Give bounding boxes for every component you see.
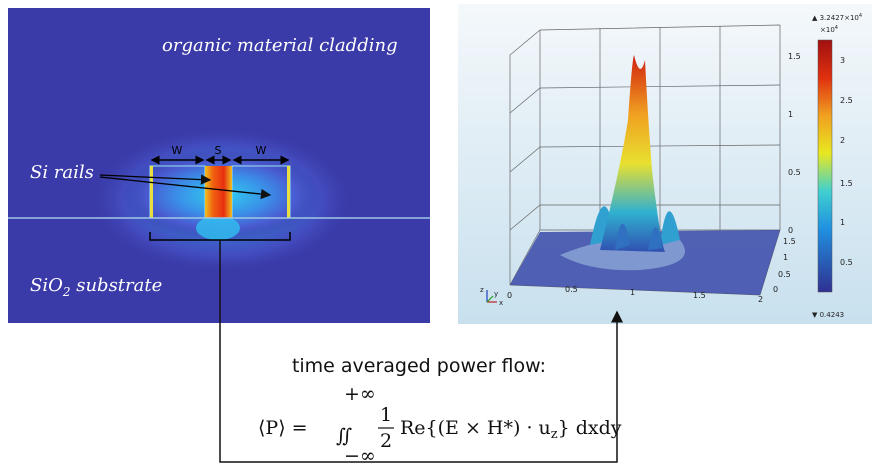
rails-label: Si rails — [30, 162, 94, 183]
text-part: Re{(E × H*) · u — [400, 417, 551, 439]
dimension-label: S — [215, 144, 222, 157]
shape — [99, 176, 272, 200]
x-tick: 1.5 — [693, 291, 706, 300]
equation: ⟨P⟩ = ∬ +∞ −∞ 1 2 Re{(E × H*) · uz} dxdy — [258, 383, 622, 466]
power-flow-3d-panel: 1.5 1 0.5 0 1.5 1 0.5 0 0 0.5 1 1.5 2 z … — [458, 4, 872, 324]
y-tick: 1.5 — [783, 237, 796, 246]
lower-limit: −∞ — [344, 445, 376, 466]
colorbar-tick: 2.5 — [840, 96, 853, 105]
colorbar-multiplier: ×104 — [820, 25, 838, 34]
colorbar-tick: 3 — [840, 56, 845, 65]
x-tick: 2 — [758, 295, 763, 304]
y-tick: 0 — [773, 285, 778, 294]
shape — [817, 39, 833, 293]
colorbar-max: ▲ 3.2427×104 — [812, 13, 862, 22]
shape — [150, 166, 153, 218]
fraction-denominator: 2 — [380, 430, 392, 452]
colorbar-tick: 2 — [840, 136, 845, 145]
z-tick: 1 — [788, 110, 793, 119]
substrate-label: SiO2 substrate — [30, 275, 162, 299]
equation-lhs: ⟨P⟩ = — [258, 417, 308, 439]
text-part: ×10 — [820, 26, 835, 34]
text-part: ▲ 3.2427×10 — [812, 14, 859, 22]
colorbar-tick: 1 — [840, 218, 845, 227]
axis-label: x — [499, 299, 503, 307]
cross-section-panel: W S W organic material cladding Si rails… — [8, 8, 430, 323]
shape — [509, 29, 541, 285]
shape — [287, 166, 290, 218]
integral-sign: ∬ — [336, 425, 352, 447]
colorbar-tick: 0.5 — [840, 258, 853, 267]
dimension-label: W — [172, 144, 183, 157]
shape — [599, 26, 721, 230]
shape — [600, 55, 665, 252]
y-tick: 0.5 — [778, 270, 791, 279]
shape — [615, 223, 662, 250]
x-tick: 1 — [630, 288, 635, 297]
caption-title: time averaged power flow: — [292, 355, 546, 377]
text-part: 4 — [859, 13, 862, 19]
shape — [196, 216, 240, 240]
z-tick: 1.5 — [788, 52, 801, 61]
y-tick: 1 — [783, 253, 788, 262]
text-part: z — [551, 427, 558, 442]
x-tick: 0.5 — [565, 285, 578, 294]
shape — [509, 84, 781, 231]
equation-body: Re{(E × H*) · uz} dxdy — [400, 417, 622, 442]
text-part: 4 — [835, 25, 838, 31]
text-part: substrate — [71, 275, 163, 296]
colorbar-min: ▼ 0.4243 — [812, 311, 844, 319]
cladding-label: organic material cladding — [162, 35, 398, 56]
shape — [486, 295, 494, 303]
colorbar-tick: 1.5 — [840, 179, 853, 188]
x-tick: 0 — [507, 291, 512, 300]
text-part: } dxdy — [558, 417, 622, 439]
shape — [205, 166, 232, 218]
z-tick: 0 — [788, 226, 793, 235]
axis-label: y — [494, 290, 498, 298]
shape — [99, 174, 212, 185]
dimension-label: W — [256, 144, 267, 157]
connector — [219, 240, 623, 463]
upper-limit: +∞ — [344, 383, 376, 405]
fraction-numerator: 1 — [380, 404, 392, 426]
z-tick: 0.5 — [788, 168, 801, 177]
text-part: SiO — [30, 275, 63, 296]
text-part: 2 — [62, 285, 71, 299]
axis-label: z — [480, 286, 484, 294]
